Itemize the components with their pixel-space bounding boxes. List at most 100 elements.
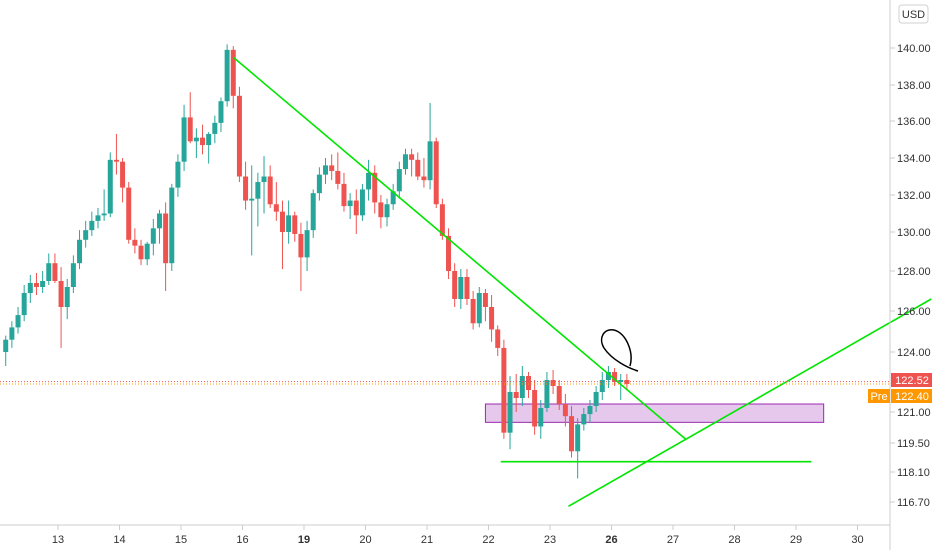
candle-body (593, 392, 599, 406)
candle-body (27, 283, 33, 293)
candle-body (489, 307, 495, 330)
candle-body (138, 245, 144, 260)
candle-body (175, 161, 181, 188)
x-tick-label: 14 (113, 534, 125, 546)
y-tick-label: 134.00 (897, 153, 931, 165)
candle-body (390, 191, 396, 205)
y-tick-label: 119.50 (897, 438, 930, 450)
y-tick-label: 140.00 (897, 43, 931, 55)
candle-body (206, 133, 212, 146)
x-tick-label: 19 (298, 534, 310, 546)
candle-body (335, 170, 341, 184)
candle-body (458, 277, 464, 299)
candle-body (569, 416, 575, 452)
candle-body (46, 263, 52, 281)
candle-body (612, 372, 618, 382)
candle-body (261, 176, 267, 183)
candle-body (298, 233, 304, 258)
candle-body (40, 281, 46, 287)
candle-body (156, 213, 162, 229)
candle-body (3, 339, 9, 352)
candle-body (402, 154, 408, 170)
candle-body (292, 215, 298, 234)
candle-body (605, 372, 611, 380)
candle-body (89, 220, 95, 231)
candle-body (341, 183, 347, 207)
candle-body (359, 189, 365, 216)
x-tick-label: 30 (851, 534, 863, 546)
candle-body (218, 101, 224, 123)
pre-market-price-tag (891, 389, 932, 403)
candle-body (21, 293, 27, 316)
candle-body (212, 122, 218, 134)
candle-body (15, 315, 21, 328)
candle-body (95, 215, 101, 221)
x-tick-label: 13 (52, 534, 64, 546)
x-tick-label: 15 (175, 534, 187, 546)
candle-body (33, 283, 39, 287)
candle-body (599, 380, 605, 392)
candle-body (243, 176, 249, 201)
price-tags: 122.52 Pre 122.40 (868, 373, 932, 403)
x-tick-label: 16 (236, 534, 248, 546)
candle-body (513, 392, 519, 398)
candle-body (470, 299, 476, 324)
pre-market-label: Pre (870, 391, 887, 403)
candle-body (9, 327, 15, 340)
trendline[interactable] (568, 298, 932, 507)
candle-body (83, 230, 89, 240)
overlay-layer (0, 56, 932, 507)
y-tick-label: 138.00 (897, 80, 931, 92)
candle-body (452, 271, 458, 299)
candle-body (200, 137, 206, 146)
candle-body (446, 235, 452, 271)
y-tick-label: 136.00 (897, 116, 931, 128)
usd-currency-label: USD (902, 9, 925, 21)
pre-market-label-tag (868, 389, 890, 403)
x-tick-label: 26 (605, 534, 617, 546)
candle-body (409, 154, 415, 160)
y-tick-label: 130.00 (897, 227, 931, 239)
candle-body (538, 408, 544, 427)
y-tick-label: 118.10 (897, 467, 930, 479)
candle-body (329, 165, 335, 171)
candle-body (501, 347, 507, 433)
x-tick-label: 20 (359, 534, 371, 546)
candle-body (286, 215, 292, 232)
candle-body (347, 200, 353, 207)
candle-body (70, 263, 76, 287)
x-tick-label: 23 (544, 534, 556, 546)
candle-body (384, 204, 390, 218)
x-tick-label: 29 (790, 534, 802, 546)
hand-drawn-loop[interactable] (600, 329, 639, 372)
usd-currency-button[interactable] (898, 4, 929, 24)
trendline[interactable] (232, 56, 686, 440)
candle-body (366, 172, 372, 190)
candle-body (476, 293, 482, 324)
y-tick-label: 124.00 (897, 347, 931, 359)
candle-body (113, 159, 119, 162)
candle-body (126, 187, 132, 240)
candle-body (181, 117, 187, 162)
candle-body (562, 404, 568, 417)
candle-body (267, 176, 273, 205)
candle-body (144, 243, 150, 260)
candle-body (575, 424, 581, 452)
candle-body (415, 159, 421, 177)
last-price-value: 122.52 (895, 375, 929, 387)
candle-body (421, 176, 427, 181)
candle-body (587, 406, 593, 415)
candle-body (193, 137, 199, 142)
y-tick-label: 116.70 (897, 497, 930, 509)
candle-body (316, 174, 322, 194)
candles-layer (3, 44, 630, 479)
candle-body (187, 117, 193, 142)
candle-body (249, 198, 255, 201)
y-tick-label: 128.00 (897, 266, 931, 278)
candle-body (618, 380, 624, 382)
candle-body (273, 204, 279, 212)
candle-body (304, 230, 310, 258)
candle-body (550, 380, 556, 386)
